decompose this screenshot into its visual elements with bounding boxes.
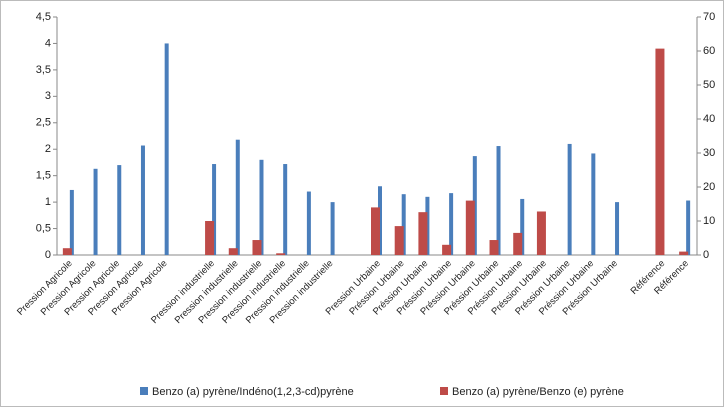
y-tick-label: 1 (45, 196, 51, 208)
bar (449, 193, 454, 255)
bar (489, 240, 499, 255)
bar (235, 139, 240, 255)
bar (679, 251, 689, 255)
bar (496, 146, 501, 255)
bar (164, 43, 169, 255)
y2-tick-label: 70 (703, 11, 715, 23)
bar (591, 153, 596, 255)
bar (306, 191, 311, 255)
y2-tick-label: 0 (703, 249, 709, 261)
bar (259, 159, 264, 255)
bar (567, 143, 572, 255)
bar (536, 211, 546, 255)
y-tick-label: 3 (45, 90, 51, 102)
legend-label: Benzo (a) pyrène/Benzo (e) pyrène (452, 386, 624, 398)
legend-label: Benzo (a) pyrène/Indéno(1,2,3-cd)pyrène (152, 386, 354, 398)
bar (465, 200, 475, 255)
bar (283, 164, 288, 255)
bar (117, 165, 122, 255)
y-tick-label: 3,5 (36, 64, 51, 76)
bar (252, 240, 262, 255)
y-tick-label: 2 (45, 143, 51, 155)
y-tick-label: 2,5 (36, 117, 51, 129)
y2-tick-label: 60 (703, 45, 715, 57)
y2-tick-label: 50 (703, 79, 715, 91)
bar (520, 198, 525, 255)
bar (62, 248, 72, 255)
bar (442, 244, 452, 255)
bar (205, 221, 215, 255)
y2-tick-label: 40 (703, 113, 715, 125)
bar (394, 226, 404, 255)
y-tick-label: 1,5 (36, 170, 51, 182)
bar (686, 200, 691, 255)
bar (140, 145, 145, 255)
bar (615, 202, 620, 255)
bar (69, 189, 74, 255)
y2-tick-label: 10 (703, 215, 715, 227)
bar (228, 248, 238, 255)
y-tick-label: 0 (45, 249, 51, 261)
legend-swatch (440, 387, 448, 395)
y-tick-label: 0,5 (36, 222, 51, 234)
bar (401, 194, 406, 255)
bar (513, 232, 523, 255)
bar (371, 207, 380, 255)
y2-tick-label: 30 (703, 147, 715, 159)
bar (276, 253, 286, 255)
bar (212, 164, 217, 255)
y2-tick-label: 20 (703, 181, 715, 193)
y-tick-label: 4,5 (36, 11, 51, 23)
bar (330, 202, 335, 255)
bar (418, 212, 428, 255)
legend-swatch (140, 387, 148, 395)
y-tick-label: 4 (45, 37, 51, 49)
bar (655, 48, 665, 256)
bar (93, 168, 98, 255)
